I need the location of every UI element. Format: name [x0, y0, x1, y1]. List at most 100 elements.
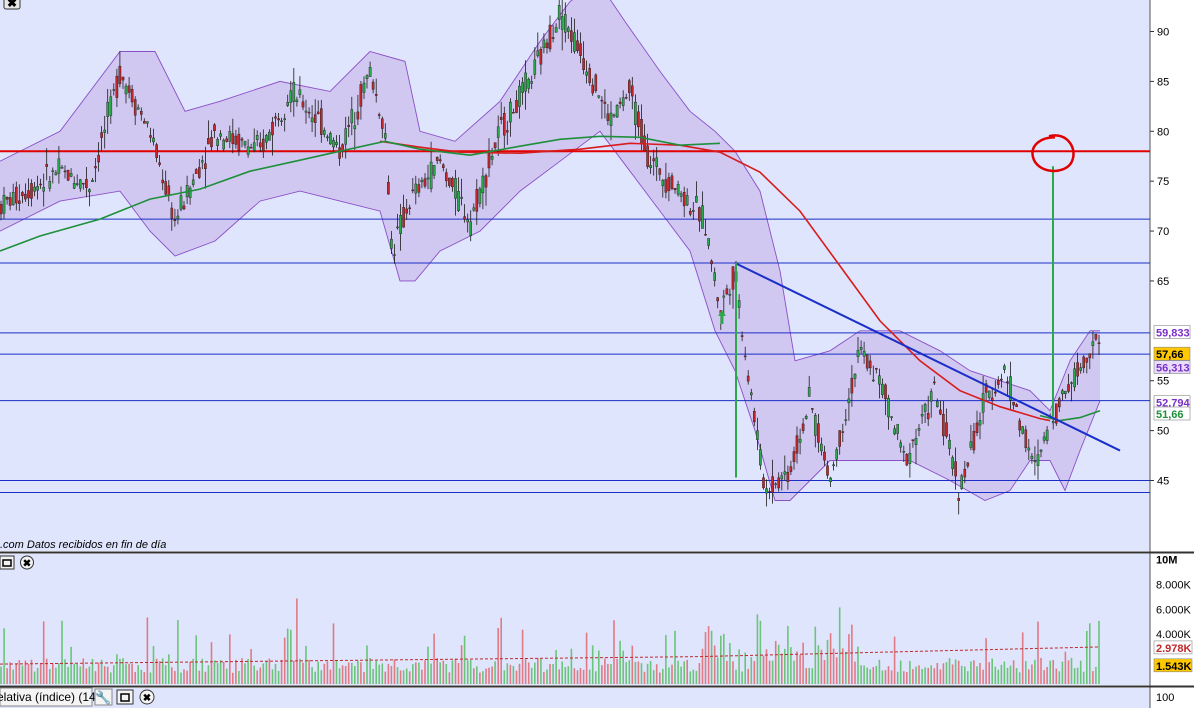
- annotations: [718, 134, 1121, 478]
- candle-body: [182, 205, 186, 210]
- candle-body: [11, 191, 15, 205]
- volume-value-tag-box: [1153, 658, 1193, 673]
- price-axis-tick-label: 85: [1157, 76, 1169, 88]
- candle: [743, 346, 747, 361]
- candle-body: [1030, 455, 1034, 460]
- candle-body: [710, 260, 713, 265]
- candle-body: [249, 147, 253, 149]
- candle: [814, 413, 817, 448]
- candle: [207, 120, 210, 145]
- indicator-close-button[interactable]: ✖: [139, 689, 155, 705]
- candle: [576, 29, 579, 54]
- volume-bar: [802, 642, 804, 684]
- candle-body: [847, 398, 851, 404]
- candle-body: [417, 184, 421, 193]
- panel-close-button[interactable]: ✖: [3, 0, 21, 10]
- candle-body: [54, 172, 58, 176]
- candle-body: [289, 90, 293, 103]
- candle: [939, 400, 942, 416]
- volume-close-button[interactable]: ✖: [20, 555, 34, 570]
- moving-averages: [0, 135, 1101, 422]
- candle: [868, 355, 872, 375]
- candle: [240, 137, 244, 148]
- candle-body: [228, 131, 232, 142]
- volume-bar: [171, 667, 173, 684]
- candle-body: [753, 411, 756, 423]
- candle-body: [200, 160, 204, 163]
- candle: [990, 387, 994, 410]
- candle: [707, 238, 710, 250]
- candle: [231, 118, 235, 154]
- close-icon: ✖: [143, 693, 151, 704]
- candle: [438, 154, 442, 164]
- price-axis: 9590858075706555504559,83357,6656,31352,…: [1150, 27, 1193, 704]
- volume-bar: [390, 665, 393, 684]
- volume-bar: [491, 666, 493, 684]
- candle-body: [994, 391, 997, 394]
- volume-value-tag: 1.543K: [1153, 658, 1193, 673]
- volume-bar: [805, 668, 807, 684]
- candle-body: [896, 424, 899, 434]
- candle: [1064, 390, 1067, 399]
- candle: [487, 138, 491, 178]
- volume-bar: [973, 660, 975, 684]
- volume-bar: [469, 660, 472, 684]
- candle-body: [682, 191, 686, 207]
- volume-bar: [994, 666, 997, 684]
- volume-restore-button[interactable]: [0, 555, 15, 570]
- candle: [838, 430, 841, 455]
- candle-body: [689, 210, 692, 215]
- candle: [301, 94, 305, 111]
- candle-body: [179, 195, 183, 210]
- candle: [621, 90, 625, 112]
- candle-body: [304, 110, 308, 113]
- volume-bar: [631, 645, 634, 684]
- candle: [350, 96, 354, 136]
- candle-body: [1045, 429, 1049, 441]
- candle: [228, 125, 232, 149]
- volume-bar: [262, 663, 265, 684]
- volume-bar: [305, 645, 307, 684]
- candle-body: [42, 186, 45, 192]
- candle: [42, 173, 45, 207]
- volume-bar: [152, 646, 155, 684]
- candle: [481, 167, 485, 210]
- candle-body: [960, 475, 963, 489]
- candle: [197, 159, 201, 179]
- volume-bar: [649, 661, 652, 684]
- volume-bar: [869, 669, 871, 684]
- candle: [374, 78, 378, 103]
- volume-bar: [174, 670, 176, 684]
- candle: [200, 155, 204, 170]
- candle-body: [1085, 357, 1089, 363]
- volume-bar: [854, 661, 856, 684]
- volume-bar: [482, 671, 484, 684]
- candle-body: [981, 393, 985, 413]
- candle: [21, 190, 24, 204]
- candle: [591, 78, 594, 96]
- candle-body: [286, 101, 290, 106]
- volume-bar: [1086, 630, 1088, 684]
- indicator-restore-button[interactable]: [116, 689, 134, 705]
- volume-bar: [957, 660, 960, 684]
- candle: [124, 83, 128, 104]
- price-axis-tick-label: 55: [1157, 376, 1169, 388]
- volume-bar: [741, 671, 743, 684]
- candle-body: [472, 207, 476, 211]
- candle-body: [811, 408, 814, 410]
- volume-bar: [366, 645, 368, 684]
- candle-body: [350, 109, 354, 124]
- volume-bar: [890, 670, 893, 684]
- candle-body: [987, 390, 991, 398]
- volume-bar: [692, 669, 695, 684]
- volume-bar: [860, 665, 862, 684]
- candle-body: [1067, 384, 1070, 392]
- candle-body: [381, 118, 384, 129]
- candle: [1094, 333, 1098, 342]
- candle: [844, 409, 848, 426]
- volume-bar: [189, 662, 191, 684]
- candle-body: [1042, 436, 1046, 441]
- indicator-settings-button[interactable]: 🔧: [94, 688, 113, 706]
- volume-bar: [186, 670, 188, 684]
- volume-bar: [113, 665, 115, 684]
